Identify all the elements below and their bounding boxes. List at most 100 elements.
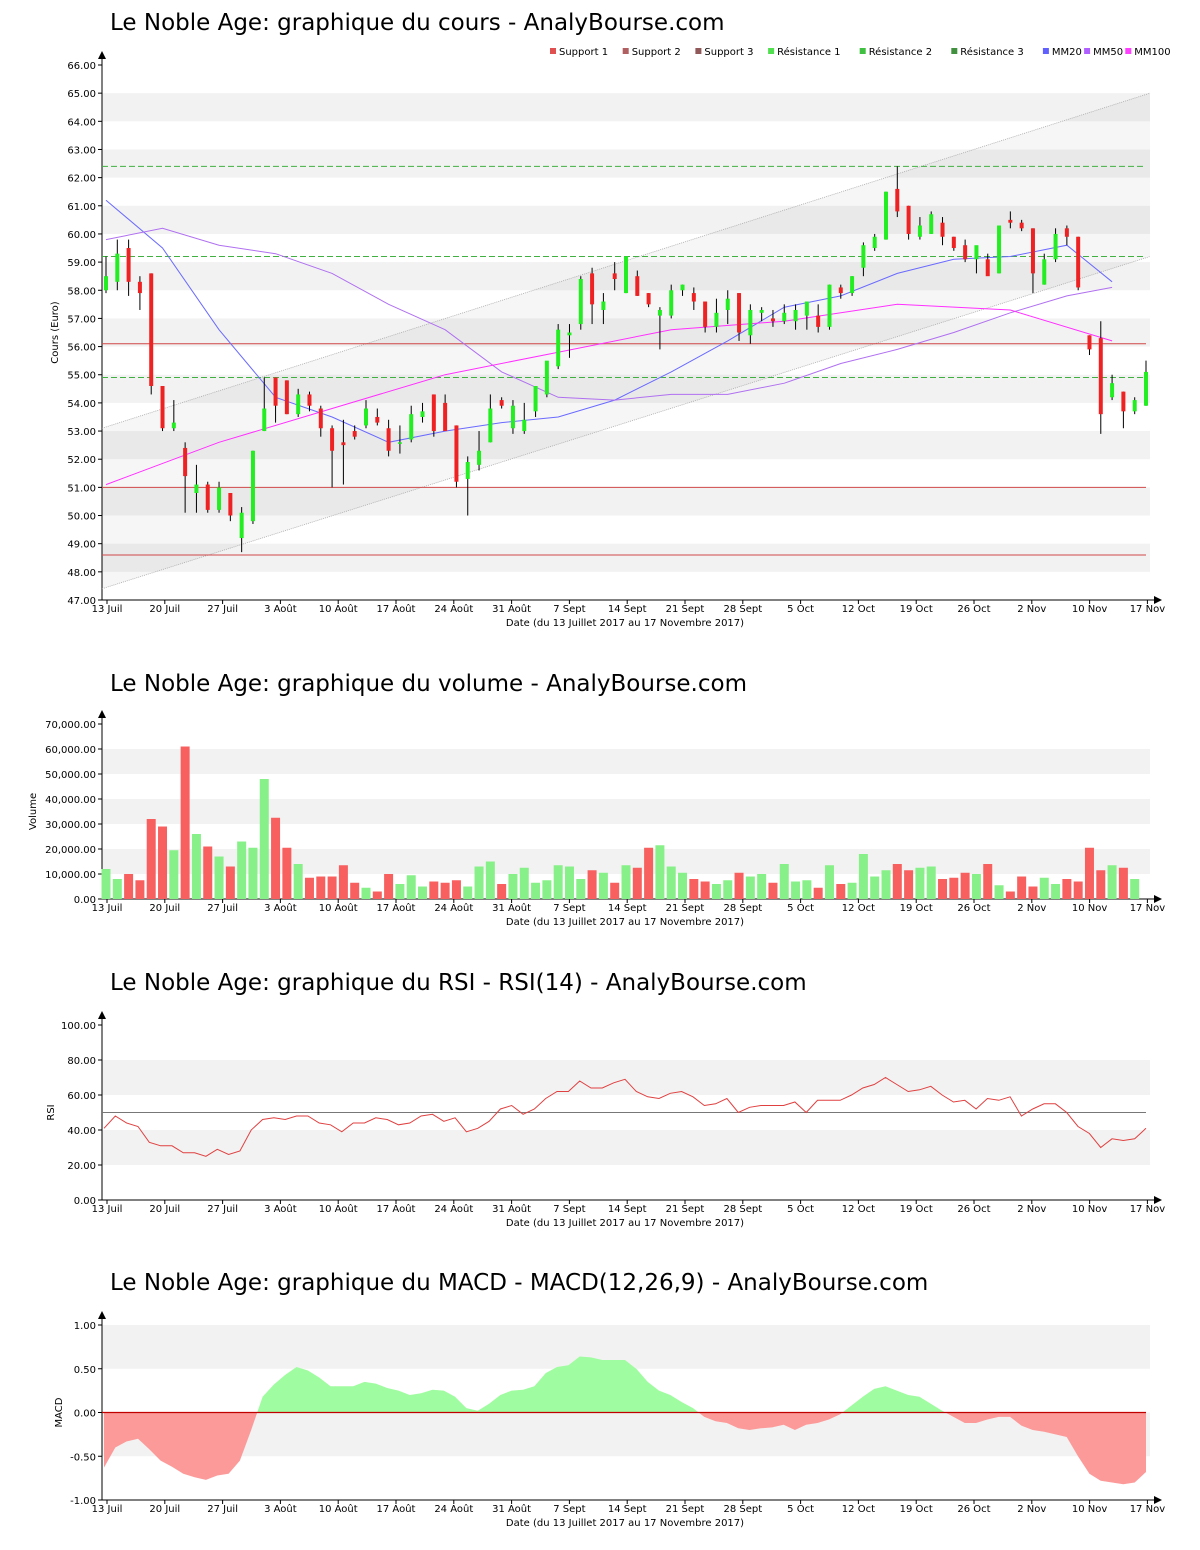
- candle-body: [239, 512, 244, 539]
- price-x-axis-label: Date (du 13 Juillet 2017 au 17 Novembre …: [506, 618, 744, 629]
- volume-bar: [915, 867, 925, 899]
- rsi-x-tick-label: 31 Août: [492, 1203, 531, 1215]
- legend-label: Support 2: [632, 47, 681, 58]
- volume-grid-band: [102, 799, 1150, 824]
- candle-body: [929, 214, 934, 234]
- candle-body: [951, 236, 956, 249]
- price-grid-band: [102, 543, 1150, 572]
- macd-y-tick-label: -0.50: [70, 1452, 96, 1463]
- volume-bar: [463, 886, 473, 899]
- price-x-tick-label: 17 Nov: [1130, 604, 1166, 615]
- rsi-x-tick-label: 12 Oct: [842, 1204, 875, 1215]
- candle-body: [160, 386, 165, 429]
- macd-chart-title: Le Noble Age: graphique du MACD - MACD(1…: [110, 1270, 929, 1296]
- volume-bar: [1039, 877, 1049, 899]
- price-grid-band: [102, 205, 1150, 234]
- candle-body: [420, 411, 425, 417]
- macd-y-tick-label: 0.00: [74, 1409, 96, 1420]
- rsi-x-tick-label: 24 Août: [434, 1203, 473, 1215]
- price-x-tick-label: 21 Sept: [666, 604, 705, 615]
- candle-body: [725, 298, 730, 310]
- candle-body: [454, 425, 459, 482]
- candle-body: [917, 225, 922, 237]
- candle-body: [556, 329, 561, 367]
- volume-bar: [418, 886, 428, 899]
- candle-body: [307, 394, 312, 406]
- candle-body: [352, 431, 357, 437]
- rsi-grid-band: [102, 1130, 1150, 1165]
- volume-bar: [689, 879, 699, 899]
- volume-bar: [564, 866, 574, 899]
- candle-body: [884, 191, 888, 240]
- candle-body: [104, 276, 108, 291]
- candle-body: [510, 405, 515, 429]
- volume-bar: [101, 869, 111, 899]
- volume-y-tick-label: 20,000.00: [45, 845, 96, 856]
- volume-bar: [1084, 847, 1094, 899]
- candle-body: [997, 225, 1002, 274]
- macd-x-tick-label: 31 Août: [492, 1503, 531, 1515]
- volume-bar: [293, 864, 303, 899]
- volume-x-tick-label: 28 Sept: [723, 903, 762, 914]
- volume-x-tick-label: 27 Juil: [207, 903, 238, 914]
- volume-x-tick-label: 10 Nov: [1072, 903, 1108, 914]
- macd-x-tick-label: 5 Oct: [787, 1504, 814, 1515]
- volume-chart: 0.00 10,000.00 20,000.00 30,000.00 40,000.00…: [28, 710, 1165, 928]
- candle-body: [895, 188, 900, 212]
- rsi-x-tick-label: 27 Juil: [207, 1204, 238, 1215]
- candle-body: [1042, 259, 1047, 285]
- volume-bar: [282, 847, 292, 899]
- candle-body: [567, 332, 572, 336]
- volume-bar: [881, 870, 891, 899]
- volume-chart-title: Le Noble Age: graphique du volume - Anal…: [110, 671, 747, 697]
- volume-bar: [892, 864, 902, 899]
- volume-x-tick-label: 17 Août: [377, 902, 416, 914]
- volume-bar: [700, 881, 710, 899]
- legend-label: MM50: [1093, 47, 1123, 58]
- price-y-axis-label: Cours (Euro): [50, 301, 61, 364]
- legend-label: Support 3: [704, 47, 753, 58]
- candle-body: [804, 301, 809, 316]
- candle-body: [1030, 228, 1035, 274]
- volume-bar: [1118, 867, 1128, 899]
- candle-body: [488, 408, 493, 443]
- rsi-x-tick-label: 10 Nov: [1072, 1204, 1108, 1215]
- volume-bar: [361, 887, 371, 899]
- volume-y-axis-label: Volume: [28, 793, 39, 830]
- volume-y-tick-label: 70,000.00: [45, 720, 96, 731]
- volume-bar: [542, 880, 552, 899]
- rsi-x-tick-label: 5 Oct: [787, 1204, 814, 1215]
- candle-body: [149, 273, 154, 386]
- volume-bar: [847, 882, 857, 899]
- volume-bar: [1028, 886, 1038, 899]
- macd-grid-band: [102, 1412, 1150, 1457]
- volume-bar: [734, 872, 744, 899]
- volume-bar: [191, 834, 201, 899]
- candle-body: [228, 493, 233, 516]
- rsi-y-axis-arrow: [98, 1011, 106, 1019]
- rsi-grid-band: [102, 1060, 1150, 1095]
- rsi-x-tick-label: 17 Août: [377, 1203, 416, 1215]
- candle-body: [590, 273, 595, 305]
- volume-bar: [644, 847, 654, 899]
- macd-y-tick-label: -1.00: [70, 1496, 96, 1507]
- candle-body: [861, 245, 866, 268]
- volume-bar: [124, 874, 134, 899]
- price-y-tick-label: 50.00: [67, 512, 96, 523]
- legend-swatch: [859, 48, 866, 54]
- candle-body: [205, 484, 210, 510]
- volume-bar: [678, 872, 688, 899]
- volume-x-tick-label: 2 Nov: [1017, 903, 1046, 914]
- price-x-tick-label: 5 Oct: [787, 604, 814, 615]
- volume-bar: [926, 866, 936, 899]
- volume-y-tick-label: 50,000.00: [45, 770, 96, 781]
- candle-body: [748, 309, 753, 336]
- volume-bar: [214, 856, 224, 899]
- volume-bar: [983, 864, 993, 899]
- volume-x-tick-label: 19 Oct: [900, 903, 933, 914]
- price-x-tick-label: 12 Oct: [842, 604, 875, 615]
- candle-body: [838, 287, 843, 294]
- candle-body: [1008, 219, 1013, 223]
- volume-bar: [169, 850, 179, 899]
- volume-bar: [666, 866, 676, 899]
